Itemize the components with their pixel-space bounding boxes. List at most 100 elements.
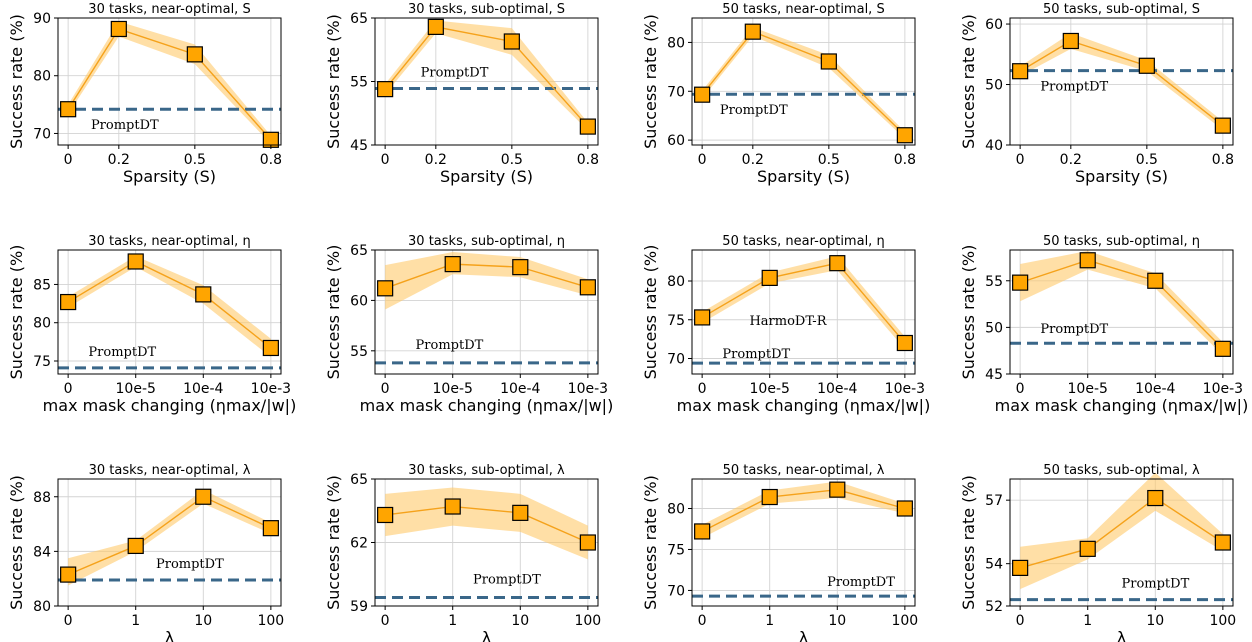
chart-panel-8: PromptDT 0 10e-5 10e-4 10e-3 45 50 55 50 tasks, … bbox=[959, 234, 1248, 415]
axes-frame bbox=[691, 478, 916, 607]
data-point-0.2 bbox=[1062, 32, 1079, 50]
y-tick-label: 57 bbox=[985, 493, 1003, 509]
chart-panel-5: PromptDT 0 10e-5 10e-4 10e-3 75 80 85 30 tasks, … bbox=[7, 234, 296, 415]
x-tick-label: 10e-3 bbox=[568, 381, 608, 397]
y-tick-label: 45 bbox=[985, 367, 1003, 383]
chart-panel-12: PromptDT 0 1 10 100 52 54 57 50 tasks, sub-optim… bbox=[959, 463, 1236, 642]
baseline-label: PromptDT bbox=[473, 573, 541, 588]
y-tick-label: 70 bbox=[667, 84, 685, 100]
y-tick-label: 60 bbox=[985, 17, 1003, 33]
chart-title: 30 tasks, sub-optimal, η bbox=[408, 234, 565, 249]
y-axis-label: Success rate (%) bbox=[324, 14, 343, 149]
y-tick-label: 52 bbox=[985, 599, 1003, 615]
y-axis-label: Success rate (%) bbox=[7, 475, 26, 610]
chart-title: 50 tasks, sub-optimal, λ bbox=[1043, 463, 1200, 478]
chart-panel-11: PromptDT 0 1 10 100 70 75 80 50 tasks, near-opti… bbox=[641, 463, 918, 642]
data-point-100 bbox=[1214, 534, 1231, 551]
x-tick-label: 10 bbox=[194, 613, 212, 629]
data-point-0.5 bbox=[820, 53, 837, 70]
x-tick-label: 0.2 bbox=[742, 152, 764, 168]
confidence-band bbox=[1020, 472, 1223, 590]
x-tick-label: 10 bbox=[511, 613, 529, 629]
x-tick-label: 0 bbox=[1016, 152, 1025, 168]
chart-title: 50 tasks, near-optimal, S bbox=[722, 2, 884, 17]
x-tick-label: 0 bbox=[1016, 381, 1025, 397]
data-point-0.2 bbox=[110, 20, 127, 38]
y-axis-label: Success rate (%) bbox=[959, 245, 978, 380]
data-point-10e-4 bbox=[829, 255, 846, 272]
x-axis-label: λ bbox=[1117, 628, 1126, 642]
y-tick-label: 80 bbox=[33, 599, 51, 615]
y-axis-label: Success rate (%) bbox=[641, 245, 660, 380]
y-axis-label: Success rate (%) bbox=[641, 14, 660, 149]
confidence-band bbox=[385, 252, 588, 310]
x-tick-label: 100 bbox=[574, 613, 601, 629]
series-line bbox=[1019, 497, 1224, 569]
data-point-0 bbox=[1012, 274, 1029, 291]
x-axis-label: λ bbox=[482, 628, 491, 642]
data-point-0 bbox=[694, 523, 711, 540]
x-tick-label: 0.8 bbox=[260, 152, 282, 168]
y-tick-label: 75 bbox=[667, 313, 685, 329]
data-point-0 bbox=[60, 293, 77, 311]
axes-frame bbox=[1009, 478, 1234, 607]
data-point-0.8 bbox=[579, 118, 596, 135]
x-tick-label: 10 bbox=[1146, 613, 1164, 629]
data-point-0.5 bbox=[503, 33, 520, 50]
baseline-label: PromptDT bbox=[1122, 577, 1190, 592]
y-axis-label: Success rate (%) bbox=[641, 475, 660, 610]
y-tick-label: 65 bbox=[350, 472, 368, 488]
y-tick-label: 70 bbox=[667, 352, 685, 368]
y-tick-label: 70 bbox=[33, 126, 51, 142]
chart-panel-4: PromptDT 0 0.2 0.5 0.8 40 50 60 50 tasks, sub-op… bbox=[959, 2, 1234, 186]
x-tick-label: 10e-5 bbox=[116, 381, 156, 397]
x-tick-label: 0 bbox=[381, 613, 390, 629]
data-point-10 bbox=[1147, 489, 1164, 507]
y-tick-label: 55 bbox=[985, 274, 1003, 290]
baseline-label: PromptDT bbox=[720, 103, 788, 118]
x-axis-label: max mask changing (ηmax/|w|) bbox=[677, 396, 931, 415]
x-tick-label: 100 bbox=[1209, 613, 1236, 629]
data-point-0.8 bbox=[896, 127, 913, 144]
y-tick-label: 84 bbox=[33, 544, 51, 560]
axes-frame bbox=[1009, 17, 1234, 146]
x-tick-label: 0.5 bbox=[501, 152, 523, 168]
x-tick-label: 10e-4 bbox=[817, 381, 857, 397]
chart-title: 30 tasks, sub-optimal, S bbox=[408, 2, 565, 17]
axes-frame bbox=[1009, 249, 1234, 375]
x-tick-label: 10e-5 bbox=[433, 381, 473, 397]
y-tick-label: 80 bbox=[33, 69, 51, 85]
chart-title: 30 tasks, near-optimal, η bbox=[88, 234, 250, 249]
x-tick-label: 10e-4 bbox=[500, 381, 540, 397]
x-tick-label: 100 bbox=[891, 613, 918, 629]
x-tick-label: 1 bbox=[448, 613, 457, 629]
axes-frame bbox=[57, 17, 282, 146]
x-tick-label: 10e-3 bbox=[1203, 381, 1243, 397]
axes-frame bbox=[374, 249, 599, 375]
x-tick-label: 0.8 bbox=[1212, 152, 1234, 168]
y-axis-label: Success rate (%) bbox=[324, 475, 343, 610]
data-point-0 bbox=[377, 81, 394, 98]
y-tick-label: 65 bbox=[350, 11, 368, 27]
chart-panel-7: PromptDT HarmoDT-R 0 10e-5 10e-4 10e-3 70 75 80 5… bbox=[641, 234, 930, 415]
x-axis-label: λ bbox=[165, 628, 174, 642]
data-point-0.5 bbox=[186, 46, 203, 63]
y-tick-label: 54 bbox=[985, 557, 1003, 573]
y-tick-label: 59 bbox=[350, 599, 368, 615]
x-tick-label: 1 bbox=[765, 613, 774, 629]
x-tick-label: 0 bbox=[64, 381, 73, 397]
x-axis-label: Sparsity (S) bbox=[123, 167, 216, 186]
data-point-1 bbox=[1079, 540, 1096, 557]
series-line bbox=[1019, 259, 1224, 350]
baseline-label: PromptDT bbox=[421, 65, 489, 80]
x-tick-label: 10e-3 bbox=[885, 381, 925, 397]
baseline-label: PromptDT bbox=[156, 557, 224, 572]
y-axis-label: Success rate (%) bbox=[959, 14, 978, 149]
x-tick-label: 10e-3 bbox=[251, 381, 291, 397]
chart-panel-1: PromptDT 0 0.2 0.5 0.8 70 80 90 30 tasks, near-o… bbox=[7, 2, 282, 186]
chart-title: 50 tasks, sub-optimal, η bbox=[1043, 234, 1200, 249]
x-axis-label: Sparsity (S) bbox=[757, 167, 850, 186]
x-tick-label: 0 bbox=[698, 152, 707, 168]
y-axis-label: Success rate (%) bbox=[959, 475, 978, 610]
y-tick-label: 50 bbox=[985, 320, 1003, 336]
